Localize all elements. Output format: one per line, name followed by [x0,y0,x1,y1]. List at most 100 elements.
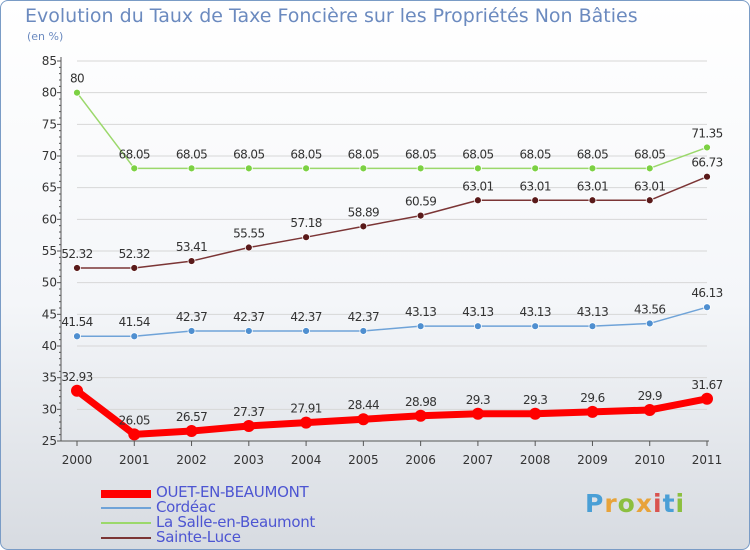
data-point [645,164,654,173]
data-point [474,196,482,205]
y-tick-label: 40 [42,339,57,353]
x-tick-label: 2008 [520,453,551,467]
data-point [302,327,310,335]
data-label: 63.01 [634,179,665,193]
data-point [531,196,540,205]
series-sainte-luce: 52.32 52.32 53.41 55.55 57.18 58.89 60.59 63.01… [61,156,723,272]
data-label: 66.73 [691,156,722,170]
data-label: 42.37 [348,310,379,324]
data-label: 68.05 [462,147,493,161]
series-line [76,91,708,170]
x-tick-label: 2000 [62,453,93,467]
data-label: 60.59 [405,195,436,209]
series-ouet-en-beaumont: 32.93 26.05 26.57 27.37 27.91 28.44 28.98 29.3 2… [61,370,723,441]
data-label: 80 [70,72,84,86]
data-label: 53.41 [176,240,207,254]
data-point [586,405,599,418]
data-label: 26.57 [176,410,207,424]
data-point [130,164,139,173]
data-label: 71.35 [691,126,722,140]
data-point [187,327,196,335]
data-point [529,407,542,420]
data-label: 28.98 [405,395,436,409]
data-point [474,322,482,331]
data-point [185,425,198,438]
data-label: 29.6 [580,391,604,405]
data-point [471,407,484,420]
data-label: 29.3 [466,393,490,407]
data-label: 68.05 [176,147,207,161]
legend-item-la-salle-en-beaumont[interactable]: La Salle-en-Beaumont [101,513,401,531]
data-label: 42.37 [233,310,264,324]
data-label: 58.89 [348,205,379,219]
data-label: 68.05 [577,147,608,161]
legend-item-sainte-luce[interactable]: Sainte-Luce [101,528,401,546]
series-la-salle-en-beaumont: 80 68.05 68.05 68.05 68.05 68.05 68.05 68.05 68.… [70,72,723,173]
legend-item-ouet-en-beaumont[interactable]: OUET-EN-BEAUMONT [101,483,401,501]
data-point [703,172,711,181]
y-tick-label: 60 [42,212,57,226]
data-label: 29.3 [523,393,547,407]
proxiti-logo: Proxiti [585,489,686,518]
data-label: 55.55 [233,227,264,241]
data-label: 41.54 [61,315,92,329]
data-point [71,384,83,397]
legend-item-cordeac[interactable]: Cordéac [101,498,401,516]
data-label: 52.32 [61,247,92,261]
data-point [359,327,368,335]
legend-label: La Salle-en-Beaumont [156,513,316,531]
x-tick-label: 2001 [119,453,150,467]
x-tick-label: 2006 [405,453,436,467]
data-label: 63.01 [462,179,493,193]
data-label: 43.56 [634,302,665,316]
data-label: 52.32 [119,247,150,261]
data-point [531,322,540,331]
data-point [187,257,196,265]
chart-title: Evolution du Taux de Taxe Foncière sur l… [25,5,638,27]
data-label: 68.05 [405,147,436,161]
data-point [588,196,597,205]
y-tick-label: 85 [42,54,57,68]
data-point [416,211,425,220]
data-point [244,327,253,335]
y-tick-label: 75 [42,117,57,131]
data-label: 42.37 [176,310,207,324]
data-point [359,222,368,231]
x-tick-label: 2002 [176,453,207,467]
data-point [302,233,310,242]
data-point [416,164,425,173]
y-tick-label: 50 [42,276,57,290]
y-tick-label: 35 [42,371,57,385]
data-label: 63.01 [520,179,551,193]
legend-swatch [101,537,151,539]
data-point [73,264,81,272]
data-point [244,164,253,173]
data-label: 68.05 [348,147,379,161]
legend-swatch [101,522,151,524]
data-point [300,416,313,429]
data-label: 68.05 [290,147,321,161]
x-tick-label: 2009 [577,453,608,467]
data-label: 46.13 [691,286,722,300]
data-label: 43.13 [405,305,436,319]
data-label: 26.05 [119,413,150,427]
data-label: 43.13 [462,305,493,319]
data-point [645,319,654,328]
y-tick-label: 70 [42,149,57,163]
data-point [359,164,368,173]
y-tick-label: 30 [42,402,57,416]
x-tick-label: 2004 [291,453,322,467]
data-label: 68.05 [520,147,551,161]
legend-swatch [101,490,151,498]
data-point [242,419,255,432]
data-point [645,196,654,205]
data-label: 32.93 [61,370,92,384]
data-point [244,243,253,252]
series-line [73,387,711,438]
data-point [588,164,597,173]
data-label: 28.44 [348,398,379,412]
data-point [302,164,310,173]
data-label: 41.54 [119,315,150,329]
data-point [416,322,425,331]
